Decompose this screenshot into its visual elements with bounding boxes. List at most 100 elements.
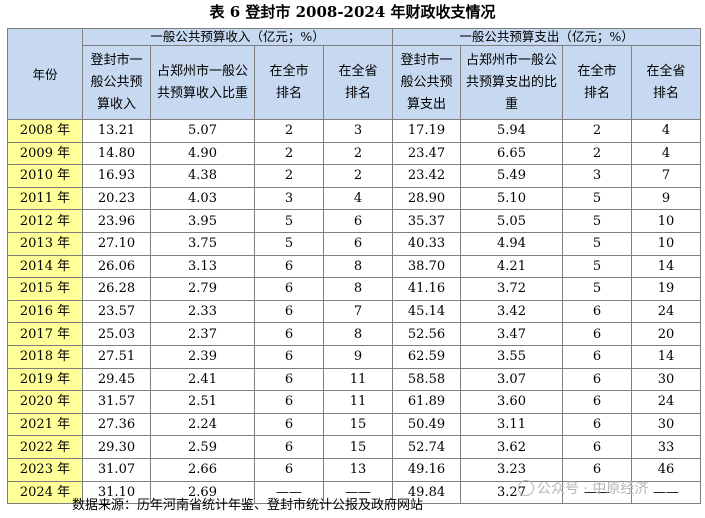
value-cell: 30 <box>631 412 702 437</box>
value-cell: 45.14 <box>392 299 462 324</box>
value-cell: 9 <box>631 186 702 211</box>
value-cell: 5 <box>562 186 633 211</box>
value-cell: 5 <box>254 231 324 256</box>
year-cell: 2022 年 <box>7 435 83 459</box>
value-cell: 27.10 <box>82 231 151 256</box>
value-cell: 2 <box>322 164 394 188</box>
value-cell: 6 <box>254 412 324 437</box>
value-cell: 49.84 <box>392 480 462 505</box>
year-cell: 2024 年 <box>7 480 83 505</box>
value-cell: 6 <box>254 435 324 459</box>
value-cell: 6 <box>562 412 633 437</box>
value-cell: 62.59 <box>392 344 462 369</box>
value-cell: 26.28 <box>82 277 151 301</box>
value-cell: 2.39 <box>150 344 255 369</box>
year-cell: 2009 年 <box>7 141 83 166</box>
table-row: 2009 年 14.80 4.90 2 2 23.47 6.65 2 4 <box>7 141 702 166</box>
value-cell: 6.65 <box>460 141 564 166</box>
value-cell: 25.03 <box>82 322 151 346</box>
value-cell: 58.58 <box>392 367 462 392</box>
value-cell: 27.36 <box>82 412 151 437</box>
value-cell: 6 <box>562 435 633 459</box>
table-row: 2023 年 31.07 2.66 6 13 49.16 3.23 6 46 <box>7 457 702 482</box>
value-cell: 2.37 <box>150 322 255 346</box>
value-cell: 11 <box>322 390 394 414</box>
table-row: 2022 年 29.30 2.59 6 15 52.74 3.62 6 33 <box>7 435 702 459</box>
value-cell: 15 <box>322 435 394 459</box>
value-cell: 4.03 <box>150 186 255 211</box>
value-cell: 5 <box>254 209 324 233</box>
value-cell: 3.75 <box>150 231 255 256</box>
value-cell: 23.57 <box>82 299 151 324</box>
value-cell: 3 <box>322 119 394 143</box>
year-cell: 2017 年 <box>7 322 83 346</box>
value-cell: 30 <box>631 367 702 392</box>
value-cell: —— <box>631 480 702 505</box>
value-cell: 3.95 <box>150 209 255 233</box>
value-cell: 3.11 <box>460 412 564 437</box>
value-cell: 2.66 <box>150 457 255 482</box>
value-cell: 3.47 <box>460 322 564 346</box>
value-cell: 2.24 <box>150 412 255 437</box>
table-row: 2015 年 26.28 2.79 6 8 41.16 3.72 5 19 <box>7 277 702 301</box>
expense-col-header: 占郑州市一般公共预算支出的比重 <box>460 45 564 120</box>
value-cell: 7 <box>322 299 394 324</box>
value-cell: 24 <box>631 390 702 414</box>
value-cell: 28.90 <box>392 186 462 211</box>
wechat-icon <box>518 480 534 496</box>
value-cell: 10 <box>631 209 702 233</box>
year-cell: 2023 年 <box>7 457 83 482</box>
value-cell: 2.33 <box>150 299 255 324</box>
value-cell: 24 <box>631 299 702 324</box>
value-cell: 14 <box>631 344 702 369</box>
year-cell: 2013 年 <box>7 231 83 256</box>
value-cell: 8 <box>322 277 394 301</box>
value-cell: 23.96 <box>82 209 151 233</box>
value-cell: 17.19 <box>392 119 462 143</box>
year-header: 年份 <box>7 28 83 120</box>
value-cell: 6 <box>322 209 394 233</box>
value-cell: 3.42 <box>460 299 564 324</box>
expense-col-header: 登封市一般公共预算支出 <box>392 45 462 120</box>
value-cell: 23.47 <box>392 141 462 166</box>
value-cell: 4.38 <box>150 164 255 188</box>
value-cell: 4 <box>322 186 394 211</box>
value-cell: 5 <box>562 277 633 301</box>
income-col-header: 在全市排名 <box>254 45 324 120</box>
year-cell: 2019 年 <box>7 367 83 392</box>
income-col-header: 在全省排名 <box>322 45 394 120</box>
value-cell: 3.62 <box>460 435 564 459</box>
value-cell: 4.94 <box>460 231 564 256</box>
table-row: 2011 年 20.23 4.03 3 4 28.90 5.10 5 9 <box>7 186 702 211</box>
value-cell: 5 <box>562 231 633 256</box>
year-cell: 2008 年 <box>7 119 83 143</box>
value-cell: 6 <box>562 344 633 369</box>
value-cell: 2.79 <box>150 277 255 301</box>
value-cell: 6 <box>562 390 633 414</box>
value-cell: 6 <box>562 367 633 392</box>
data-source-note: 数据来源：历年河南省统计年鉴、登封市统计公报及政府网站 <box>72 498 424 513</box>
year-cell: 2011 年 <box>7 186 83 211</box>
value-cell: 7 <box>631 164 702 188</box>
value-cell: 40.33 <box>392 231 462 256</box>
value-cell: 13 <box>322 457 394 482</box>
value-cell: 61.89 <box>392 390 462 414</box>
table-row: 2021 年 27.36 2.24 6 15 50.49 3.11 6 30 <box>7 412 702 437</box>
value-cell: —— <box>254 480 324 505</box>
value-cell: 5 <box>562 209 633 233</box>
value-cell: 50.49 <box>392 412 462 437</box>
value-cell: 2 <box>254 141 324 166</box>
value-cell: 3.07 <box>460 367 564 392</box>
value-cell: 2 <box>254 119 324 143</box>
value-cell: 3.60 <box>460 390 564 414</box>
value-cell: 6 <box>254 277 324 301</box>
value-cell: 6 <box>562 299 633 324</box>
value-cell: 2 <box>562 119 633 143</box>
value-cell: 6 <box>254 457 324 482</box>
income-col-header: 占郑州市一般公共预算收入比重 <box>150 45 255 120</box>
table-row: 2008 年 13.21 5.07 2 3 17.19 5.94 2 4 <box>7 119 702 143</box>
year-cell: 2015 年 <box>7 277 83 301</box>
value-cell: 14 <box>631 254 702 279</box>
value-cell: 2.41 <box>150 367 255 392</box>
value-cell: 3.72 <box>460 277 564 301</box>
